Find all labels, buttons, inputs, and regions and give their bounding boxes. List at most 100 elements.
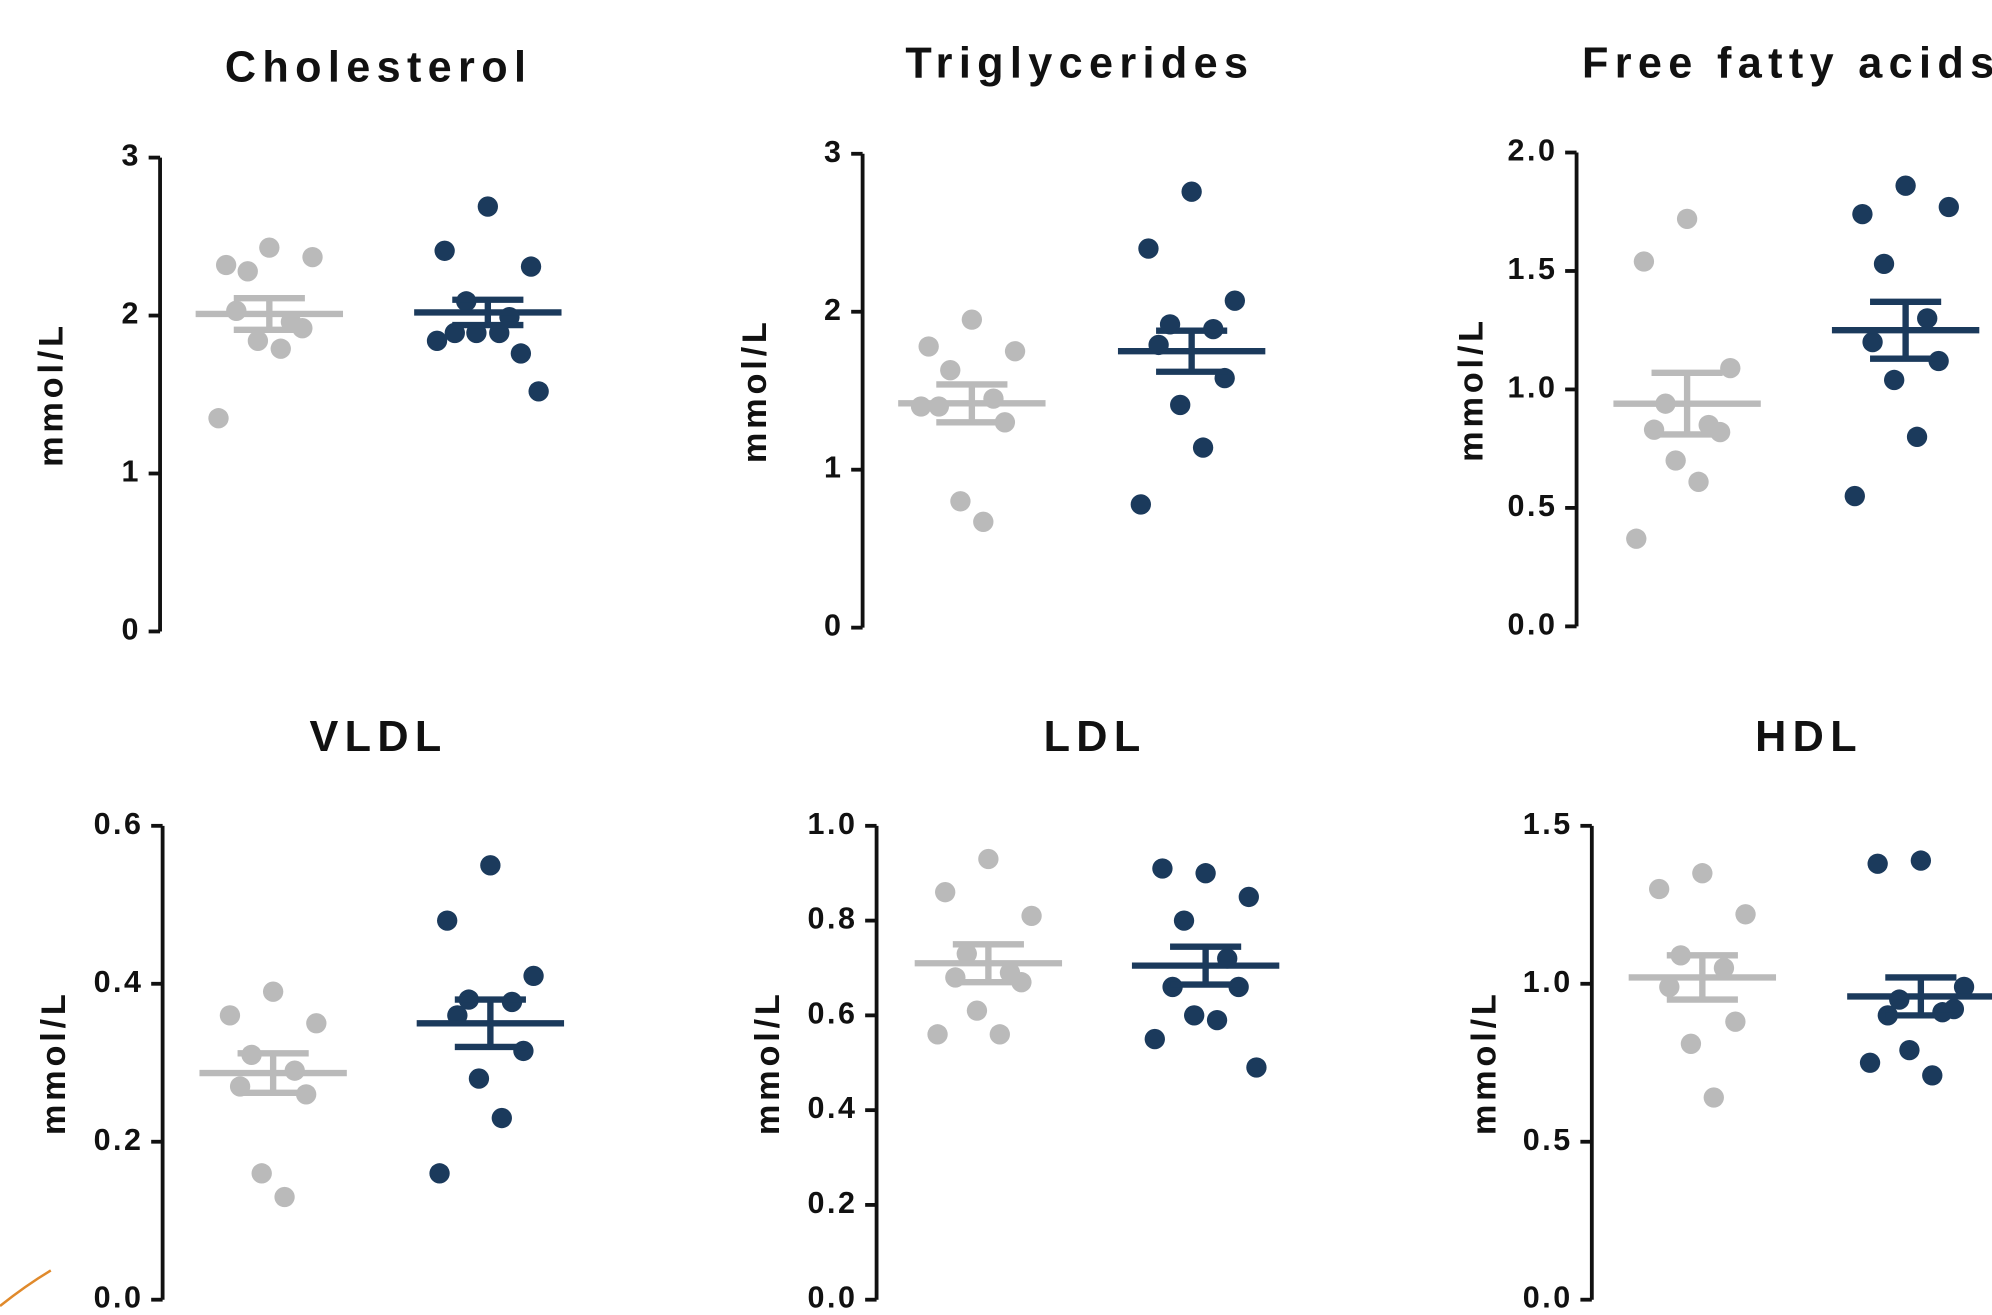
chart-title: Cholesterol	[225, 43, 532, 91]
data-point	[1138, 238, 1159, 259]
data-point	[306, 1013, 327, 1034]
data-point	[480, 855, 501, 876]
data-point	[1938, 196, 1959, 218]
data-point	[491, 1107, 512, 1129]
data-point	[1170, 394, 1191, 416]
data-point	[1181, 181, 1202, 202]
data-point	[978, 848, 999, 870]
sem-bar	[1870, 298, 1942, 362]
chart-title: VLDL	[309, 713, 447, 761]
data-point	[1626, 528, 1647, 549]
data-point	[426, 330, 448, 351]
y-tick-label: 1.0	[1523, 965, 1573, 999]
sem-bar	[237, 1050, 309, 1096]
data-point	[247, 330, 269, 351]
data-point	[973, 511, 994, 532]
data-point	[1910, 850, 1932, 871]
y-tick-label: 0.2	[94, 1123, 144, 1157]
data-point	[1725, 1011, 1746, 1032]
data-point	[1859, 1052, 1881, 1073]
corner-decoration	[0, 1269, 52, 1308]
y-tick-label: 0	[824, 609, 844, 643]
y-tick-label: 1.5	[1508, 252, 1558, 286]
y-tick-label: 1.5	[1523, 807, 1573, 841]
y-tick-label: 0.6	[808, 996, 858, 1030]
y-tick-label: 3	[122, 139, 141, 173]
data-point	[1648, 878, 1670, 900]
data-point	[1688, 471, 1709, 493]
data-point	[1152, 858, 1173, 879]
data-point	[270, 338, 291, 359]
data-point	[1720, 357, 1741, 379]
sem-bar	[1885, 974, 1957, 1019]
y-tick-label: 3	[824, 135, 844, 169]
sem-bar	[1170, 943, 1242, 988]
data-point	[520, 256, 542, 277]
data-point	[1192, 437, 1214, 458]
data-point	[935, 882, 956, 903]
data-point	[251, 1163, 272, 1184]
y-tick-label: 0.0	[1523, 1281, 1573, 1315]
data-point	[1844, 485, 1865, 507]
data-point	[989, 1024, 1010, 1045]
y-tick-label: 0.2	[808, 1186, 858, 1220]
y-tick-label: 0.0	[94, 1281, 144, 1315]
sem-bar	[1666, 952, 1738, 1003]
data-point	[1633, 251, 1655, 272]
y-tick-label: 0.6	[94, 807, 144, 841]
data-point	[940, 360, 961, 381]
data-point	[1224, 290, 1245, 311]
y-tick-label: 0.0	[1508, 607, 1558, 641]
y-tick-label: 1	[122, 455, 141, 489]
y-tick-label: 0.8	[808, 902, 858, 936]
data-point	[1906, 426, 1928, 447]
data-point	[927, 1024, 948, 1045]
data-point	[1917, 308, 1938, 329]
chart-title: Triglycerides	[905, 40, 1254, 88]
data-point	[1195, 863, 1216, 884]
data-point	[1852, 203, 1873, 225]
y-tick-label: 0.4	[808, 1091, 858, 1125]
data-point	[1184, 1005, 1205, 1026]
y-tick-label: 0	[122, 613, 141, 647]
data-point	[961, 309, 983, 330]
chart-title: LDL	[1044, 713, 1147, 761]
chart-title: Free fatty acids	[1582, 40, 1992, 88]
data-point	[1922, 1065, 1943, 1086]
data-point	[215, 254, 237, 276]
y-tick-label: 2.0	[1508, 134, 1558, 168]
data-point	[1680, 1033, 1702, 1054]
y-axis-label: mmol/L	[1465, 990, 1503, 1135]
data-point	[1004, 341, 1026, 362]
data-point	[1144, 1028, 1165, 1050]
y-tick-label: 0.5	[1508, 489, 1558, 523]
data-point	[1867, 853, 1888, 874]
y-axis-label: mmol/L	[1453, 317, 1491, 462]
data-point	[219, 1005, 241, 1026]
y-tick-label: 0.5	[1523, 1123, 1573, 1157]
data-point	[237, 261, 258, 282]
data-point	[302, 246, 323, 268]
y-tick-label: 1	[824, 451, 844, 485]
data-point	[468, 1068, 490, 1089]
sem-bar	[1156, 327, 1228, 375]
y-tick-label: 0.4	[94, 965, 144, 999]
data-point	[523, 965, 544, 987]
data-point	[1238, 886, 1259, 908]
data-point	[259, 237, 280, 258]
data-point	[510, 343, 532, 364]
data-point	[262, 981, 284, 1002]
data-point	[1021, 905, 1042, 927]
data-point	[1703, 1087, 1724, 1108]
data-point	[1713, 957, 1735, 979]
data-point	[477, 196, 498, 217]
y-axis-label: mmol/L	[749, 990, 787, 1135]
y-tick-label: 1.0	[808, 807, 858, 841]
data-point	[1173, 910, 1195, 931]
sem-bar	[1651, 369, 1723, 438]
y-tick-label: 0.0	[808, 1281, 858, 1315]
data-point	[1862, 331, 1883, 353]
sem-bar	[454, 996, 526, 1051]
data-point	[1665, 450, 1686, 471]
